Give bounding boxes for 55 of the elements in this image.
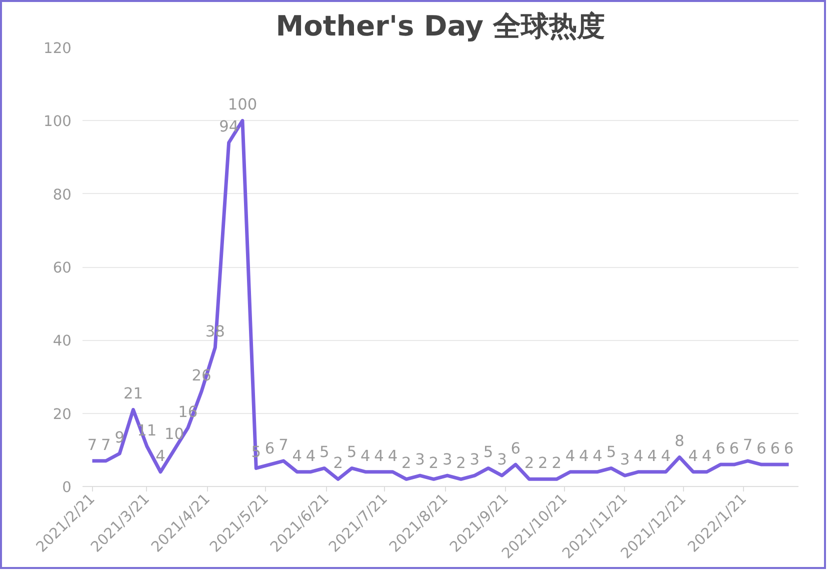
data-label: 4 bbox=[579, 446, 589, 465]
data-label: 4 bbox=[156, 446, 166, 465]
data-label: 4 bbox=[306, 446, 316, 465]
data-label: 9 bbox=[114, 428, 124, 447]
data-label: 4 bbox=[634, 446, 644, 465]
data-label: 3 bbox=[415, 450, 425, 469]
data-label: 7 bbox=[278, 436, 288, 454]
data-label: 2 bbox=[428, 454, 439, 472]
data-label: 7 bbox=[87, 436, 98, 454]
data-label: 4 bbox=[360, 446, 370, 465]
data-label: 4 bbox=[374, 446, 384, 465]
data-label: 21 bbox=[123, 384, 143, 403]
data-label: 5 bbox=[483, 443, 494, 462]
data-label: 2 bbox=[333, 454, 343, 472]
data-label: 7 bbox=[742, 436, 753, 454]
data-label: 6 bbox=[756, 440, 766, 458]
data-label: 6 bbox=[729, 440, 740, 458]
data-label: 4 bbox=[565, 446, 576, 465]
data-label: 6 bbox=[264, 440, 275, 458]
y-tick-label: 120 bbox=[44, 40, 72, 57]
data-label: 2 bbox=[401, 454, 412, 472]
data-label: 3 bbox=[442, 450, 452, 469]
data-label: 5 bbox=[320, 443, 330, 462]
data-label: 6 bbox=[784, 440, 794, 458]
data-label: 6 bbox=[716, 440, 726, 458]
data-label: 4 bbox=[647, 446, 658, 465]
data-label: 6 bbox=[510, 440, 520, 458]
y-tick-label: 40 bbox=[52, 332, 72, 350]
data-label: 3 bbox=[497, 450, 507, 469]
y-tick-label: 60 bbox=[52, 260, 72, 276]
data-label: 7 bbox=[101, 436, 111, 454]
data-label: 2 bbox=[538, 454, 548, 472]
chart-title: Mother's Day 全球热度 bbox=[276, 10, 606, 42]
data-label: 5 bbox=[346, 443, 357, 462]
data-label: 4 bbox=[388, 446, 398, 465]
y-tick-label: 80 bbox=[52, 186, 72, 204]
data-label: 3 bbox=[620, 450, 630, 469]
data-label: 100 bbox=[228, 96, 258, 114]
data-label: 2 bbox=[552, 454, 562, 472]
data-label: 4 bbox=[292, 446, 302, 465]
y-tick-label: 0 bbox=[62, 479, 72, 496]
data-label: 8 bbox=[674, 432, 684, 450]
data-label: 6 bbox=[770, 440, 780, 458]
data-label: 3 bbox=[470, 450, 480, 469]
y-tick-label: 100 bbox=[44, 113, 72, 130]
data-label: 5 bbox=[606, 443, 616, 462]
data-label: 4 bbox=[688, 446, 698, 465]
data-label: 4 bbox=[702, 446, 712, 465]
data-label: 2 bbox=[456, 454, 466, 472]
data-label: 10 bbox=[164, 424, 184, 443]
data-label: 2 bbox=[524, 454, 534, 472]
data-label: 4 bbox=[660, 446, 671, 465]
data-label: 4 bbox=[592, 446, 602, 465]
y-tick-label: 20 bbox=[52, 406, 72, 423]
data-label: 94 bbox=[219, 118, 239, 136]
